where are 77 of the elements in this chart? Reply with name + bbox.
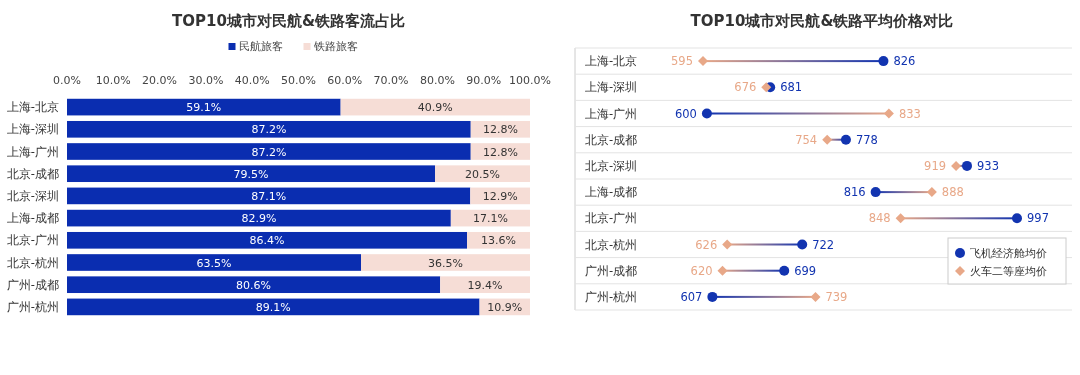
y-tick-label: 北京-成都 — [585, 132, 638, 147]
x-tick-label: 50.0% — [281, 74, 316, 87]
x-tick-label: 30.0% — [188, 74, 224, 87]
y-tick-label: 北京-杭州 — [6, 255, 59, 270]
x-tick-label: 40.0% — [234, 74, 270, 87]
x-tick-label: 70.0% — [373, 74, 409, 87]
x-tick-label: 100.0% — [509, 74, 551, 87]
y-tick-label: 上海-广州 — [6, 144, 59, 159]
data-label: 59.1% — [186, 101, 222, 115]
data-label: 919 — [924, 158, 947, 173]
data-label: 595 — [671, 54, 693, 69]
data-label: 63.5% — [196, 256, 232, 270]
chart-title: TOP10城市对民航&铁路客流占比 — [172, 12, 405, 30]
data-label: 19.4% — [467, 278, 503, 292]
data-label: 833 — [898, 106, 921, 121]
y-tick-label: 上海-深圳 — [585, 80, 638, 95]
data-label: 997 — [1027, 211, 1049, 226]
data-label: 600 — [674, 106, 697, 121]
data-label: 20.5% — [465, 167, 501, 181]
y-tick-label: 上海-广州 — [585, 106, 638, 121]
y-tick-label: 北京-广州 — [6, 233, 59, 248]
data-label: 722 — [812, 237, 835, 252]
legend-label: 铁路旅客 — [312, 40, 358, 53]
data-label: 87.2% — [251, 123, 287, 137]
y-tick-label: 上海-北京 — [6, 100, 59, 115]
data-label: 848 — [868, 211, 891, 226]
data-label: 888 — [941, 185, 964, 200]
data-label: 80.6% — [236, 278, 272, 292]
x-tick-label: 80.0% — [419, 74, 455, 87]
data-label: 10.9% — [487, 300, 523, 314]
data-label: 89.1% — [255, 300, 291, 314]
data-label: 699 — [794, 263, 817, 278]
x-tick-label: 10.0% — [95, 74, 131, 87]
legend-label: 飞机经济舱均价 — [970, 247, 1047, 260]
data-label: 681 — [780, 80, 803, 95]
x-tick-label: 0.0% — [53, 74, 81, 87]
data-label: 12.8% — [482, 123, 518, 137]
y-tick-label: 上海-深圳 — [6, 122, 59, 137]
y-tick-label: 上海-北京 — [585, 54, 638, 69]
x-tick-label: 60.0% — [327, 74, 363, 87]
legend-label: 民航旅客 — [238, 40, 283, 53]
data-label: 778 — [855, 132, 878, 147]
data-label: 816 — [843, 185, 866, 200]
chart-title: TOP10城市对民航&铁路平均价格对比 — [690, 12, 954, 30]
x-tick-label: 20.0% — [142, 74, 178, 87]
y-tick-label: 北京-广州 — [585, 211, 638, 226]
data-label: 12.8% — [482, 145, 518, 159]
y-tick-label: 广州-成都 — [585, 263, 638, 278]
data-label: 87.1% — [251, 189, 287, 203]
data-label: 620 — [690, 263, 713, 278]
data-label: 12.9% — [482, 189, 518, 203]
y-tick-label: 北京-深圳 — [6, 188, 59, 203]
data-label: 82.9% — [241, 212, 277, 226]
data-label: 754 — [795, 132, 818, 147]
data-label: 40.9% — [417, 101, 453, 115]
y-tick-label: 上海-成都 — [585, 185, 638, 200]
data-label: 933 — [977, 158, 999, 173]
y-tick-label: 广州-成都 — [6, 277, 59, 292]
data-label: 626 — [695, 237, 718, 252]
data-label: 36.5% — [428, 256, 463, 270]
y-tick-label: 广州-杭州 — [585, 289, 638, 304]
y-tick-label: 北京-成都 — [6, 166, 59, 181]
data-label: 607 — [680, 289, 703, 304]
y-tick-label: 广州-杭州 — [6, 299, 59, 314]
y-tick-label: 北京-杭州 — [585, 237, 638, 252]
data-label: 13.6% — [481, 234, 516, 248]
data-label: 676 — [734, 80, 757, 95]
y-tick-label: 北京-深圳 — [585, 158, 638, 173]
y-tick-label: 上海-成都 — [6, 211, 59, 226]
data-label: 739 — [825, 289, 848, 304]
data-label: 826 — [893, 54, 916, 69]
x-tick-label: 90.0% — [466, 74, 502, 87]
data-label: 79.5% — [233, 167, 269, 181]
legend-label: 火车二等座均价 — [970, 265, 1047, 278]
data-label: 17.1% — [472, 212, 508, 226]
data-label: 86.4% — [249, 234, 285, 248]
data-label: 87.2% — [251, 145, 287, 159]
